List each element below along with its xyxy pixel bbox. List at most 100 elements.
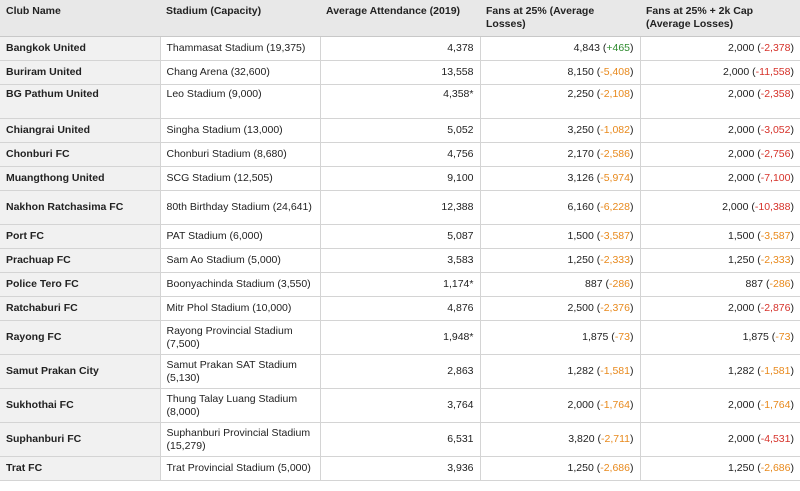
fans-25-cell: 2,500 (-2,376): [479, 296, 641, 321]
fans-25-cell: 3,250 (-1,082): [479, 118, 641, 143]
attendance-cell: 3,583: [319, 248, 481, 273]
fans-25-cap-value: 2,000: [728, 42, 755, 54]
fans-25-value: 8,150: [567, 66, 594, 78]
fans-25-cell: 3,126 (-5,974): [479, 166, 641, 191]
fans-25-cap-delta: -3,052: [760, 124, 791, 136]
header-row: Club Name Stadium (Capacity) Average Att…: [0, 0, 800, 37]
attendance-cell: 1,948*: [319, 320, 481, 355]
fans-25-cap-delta: -2,333: [760, 254, 791, 266]
fans-25-cap-cell: 2,000 (-4,531): [639, 422, 800, 457]
fans-25-value: 3,250: [567, 124, 594, 136]
table-row: Bangkok United Thammasat Stadium (19,375)…: [0, 36, 800, 61]
fans-25-value: 1,250: [567, 254, 594, 266]
club-name-cell: Chonburi FC: [0, 142, 161, 167]
stadium-cell: PAT Stadium (6,000): [159, 224, 321, 249]
fans-25-cap-delta: -2,358: [760, 88, 791, 100]
stadium-cell: Leo Stadium (9,000): [159, 84, 321, 119]
fans-25-delta: -2,108: [600, 88, 630, 100]
fans-25-cap-delta: -10,388: [754, 201, 791, 213]
fans-25-cap-value: 2,000: [728, 302, 755, 314]
club-name-cell: Trat FC: [0, 456, 161, 481]
fans-25-delta: -1,581: [600, 365, 630, 377]
fans-25-cap-value: 2,000: [728, 399, 755, 411]
attendance-cell: 5,052: [319, 118, 481, 143]
fans-25-value: 4,843: [573, 42, 600, 54]
fans-25-cap-cell: 1,250 (-2,333): [639, 248, 800, 273]
stadium-cell: 80th Birthday Stadium (24,641): [159, 190, 321, 225]
fans-25-cell: 6,160 (-6,228): [479, 190, 641, 225]
stadium-cell: Samut Prakan SAT Stadium (5,130): [159, 354, 321, 389]
club-name-cell: Muangthong United: [0, 166, 161, 191]
fans-25-cap-delta: -2,756: [760, 148, 791, 160]
attendance-cell: 4,876: [319, 296, 481, 321]
attendance-cell: 4,358*: [319, 84, 481, 119]
table-row: Ratchaburi FC Mitr Phol Stadium (10,000) 4…: [0, 296, 800, 321]
fans-25-cap-cell: 2,000 (-2,358): [639, 84, 800, 119]
fans-25-cell: 2,000 (-1,764): [479, 388, 641, 423]
attendance-cell: 6,531: [319, 422, 481, 457]
fans-25-cell: 3,820 (-2,711): [479, 422, 641, 457]
fans-25-value: 2,170: [567, 148, 594, 160]
table-header: Club Name Stadium (Capacity) Average Att…: [0, 0, 800, 37]
club-name-cell: Sukhothai FC: [0, 388, 161, 423]
table-row: Chiangrai United Singha Stadium (13,000) 5…: [0, 118, 800, 143]
stadium-cell: Boonyachinda Stadium (3,550): [159, 272, 321, 297]
fans-25-value: 1,250: [567, 462, 594, 474]
stadium-cell: Suphanburi Provincial Stadium (15,279): [159, 422, 321, 457]
table-row: Rayong FC Rayong Provincial Stadium (7,50…: [0, 320, 800, 355]
table-body: Bangkok United Thammasat Stadium (19,375)…: [0, 36, 800, 481]
table-row: Sukhothai FC Thung Talay Luang Stadium (8…: [0, 388, 800, 423]
fans-25-cap-delta: -286: [769, 278, 791, 290]
header-club-name: Club Name: [0, 0, 160, 37]
fans-25-cap-delta: -73: [775, 331, 791, 343]
fans-25-delta: -2,711: [601, 433, 630, 445]
fans-25-value: 1,875: [582, 331, 609, 343]
club-name-cell: Prachuap FC: [0, 248, 161, 273]
header-fans-25: Fans at 25% (Average Losses): [480, 0, 640, 37]
club-name-cell: Rayong FC: [0, 320, 161, 355]
fans-25-value: 887: [585, 278, 603, 290]
stadium-cell: Chonburi Stadium (8,680): [159, 142, 321, 167]
fans-25-cap-cell: 2,000 (-2,756): [639, 142, 800, 167]
fans-25-value: 6,160: [567, 201, 594, 213]
fans-25-cap-delta: -1,581: [760, 365, 791, 377]
fans-25-cap-cell: 887 (-286): [639, 272, 800, 297]
fans-25-cap-value: 1,875: [742, 331, 769, 343]
table-row: BG Pathum United Leo Stadium (9,000) 4,358…: [0, 84, 800, 119]
attendance-cell: 2,863: [319, 354, 481, 389]
fans-25-cap-cell: 1,250 (-2,686): [639, 456, 800, 481]
fans-25-cap-cell: 1,875 (-73): [639, 320, 800, 355]
club-name-cell: Ratchaburi FC: [0, 296, 161, 321]
fans-25-cap-value: 2,000: [722, 66, 750, 78]
fans-25-cap-delta: -11,558: [755, 66, 791, 78]
fans-25-cap-delta: -2,378: [760, 42, 791, 54]
club-name-cell: Police Tero FC: [0, 272, 161, 297]
header-attendance: Average Attendance (2019): [320, 0, 480, 37]
fans-25-cap-value: 1,250: [728, 254, 755, 266]
fans-25-cap-cell: 2,000 (-7,100): [639, 166, 800, 191]
club-name-cell: Bangkok United: [0, 36, 161, 61]
fans-25-cap-cell: 2,000 (-2,876): [639, 296, 800, 321]
fans-25-cap-delta: -3,587: [760, 230, 791, 242]
fans-25-value: 3,126: [567, 172, 594, 184]
attendance-cell: 12,388: [319, 190, 481, 225]
fans-25-delta: -6,228: [600, 201, 630, 213]
fans-25-cap-value: 887: [745, 278, 764, 290]
table-row: Samut Prakan City Samut Prakan SAT Stadiu…: [0, 354, 800, 389]
attendance-cell: 3,936: [319, 456, 481, 481]
fans-25-cell: 1,875 (-73): [479, 320, 641, 355]
fans-25-cap-value: 2,000: [722, 201, 749, 213]
fans-25-delta: -73: [614, 331, 630, 343]
stadium-cell: Sam Ao Stadium (5,000): [159, 248, 321, 273]
fans-25-cap-cell: 2,000 (-2,378): [639, 36, 800, 61]
club-name-cell: Suphanburi FC: [0, 422, 161, 457]
fans-25-cap-cell: 1,500 (-3,587): [639, 224, 800, 249]
table-row: Trat FC Trat Provincial Stadium (5,000) 3,…: [0, 456, 800, 481]
stadium-cell: Trat Provincial Stadium (5,000): [159, 456, 321, 481]
fans-25-cap-cell: 2,000 (-10,388): [639, 190, 800, 225]
fans-25-value: 2,250: [567, 88, 594, 100]
fans-25-cell: 8,150 (-5,408): [479, 60, 641, 85]
fans-25-delta: -2,586: [600, 148, 630, 160]
fans-25-value: 1,282: [567, 365, 594, 377]
attendance-cell: 1,174*: [319, 272, 481, 297]
